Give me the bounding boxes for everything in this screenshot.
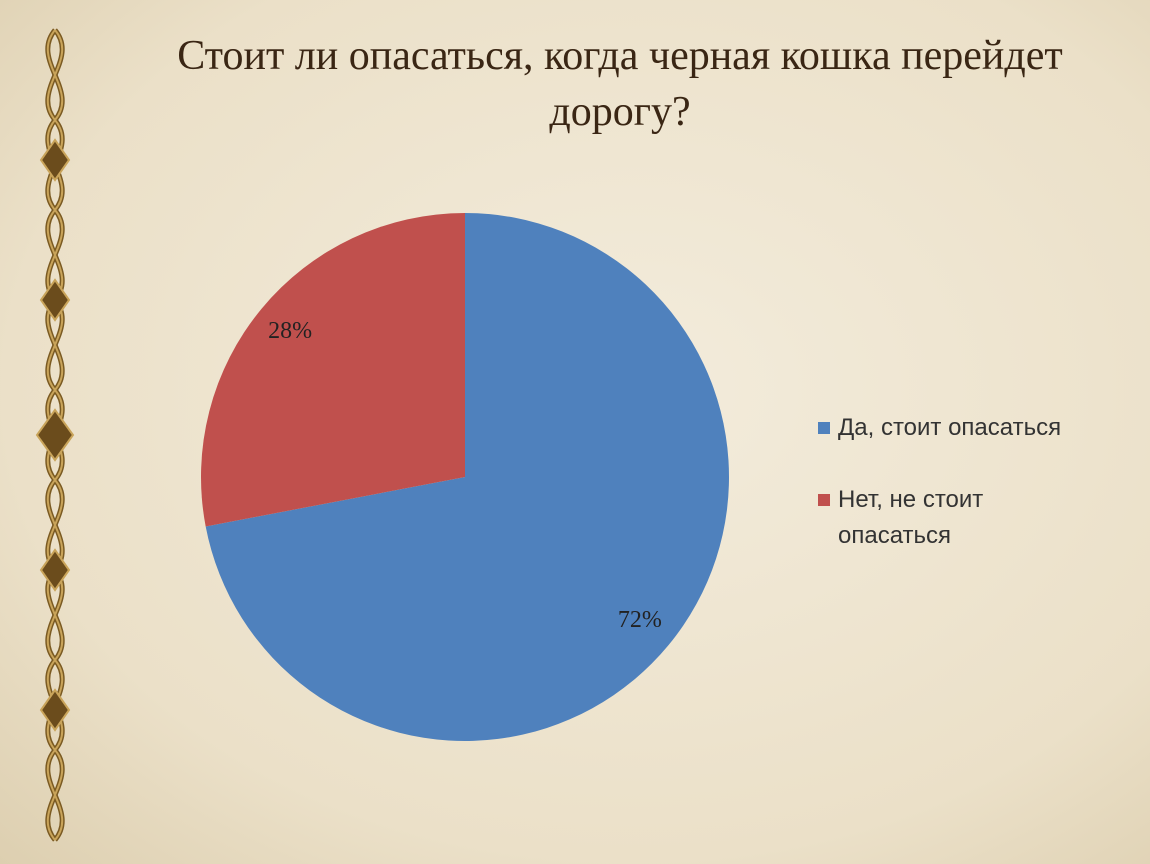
legend-swatch [818, 422, 830, 434]
legend-label: Да, стоит опасаться [838, 414, 1062, 441]
legend-label: Нет, не стоит опасаться [838, 486, 984, 549]
data-label: 28% [268, 318, 312, 344]
data-label: 72% [618, 607, 662, 633]
legend-item: Да, стоит опасаться [818, 410, 1118, 446]
legend-swatch [818, 494, 830, 506]
pie-slice [200, 213, 466, 527]
chart-title: Стоит ли опасаться, когда черная кошка п… [177, 33, 1063, 135]
ornament [35, 28, 75, 842]
pie-slice [205, 213, 730, 742]
legend-item: Нет, не стоит опасаться [818, 482, 1118, 554]
